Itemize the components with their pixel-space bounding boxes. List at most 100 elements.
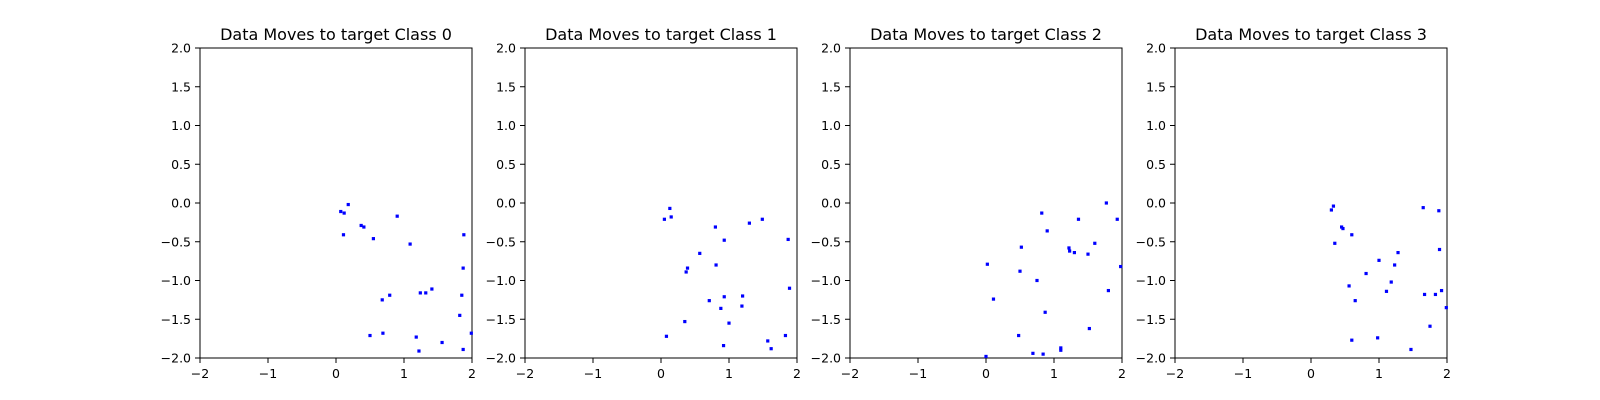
- data-point: [1333, 241, 1337, 245]
- chart-title: Data Moves to target Class 3: [1195, 25, 1427, 44]
- data-point: [786, 237, 790, 242]
- y-tick-label: −0.5: [161, 234, 191, 249]
- x-tick-label: −1: [1234, 366, 1252, 381]
- x-tick-label: 1: [1375, 366, 1383, 381]
- data-point: [1439, 288, 1444, 293]
- x-tick-label: −1: [584, 366, 602, 381]
- y-tick-label: 0.0: [821, 196, 841, 211]
- scatter-panel-2: Data Moves to target Class 2 −2 −1 0 1 2 −2.0 −…: [811, 25, 1126, 381]
- data-point: [1437, 247, 1442, 252]
- data-point: [1437, 209, 1441, 213]
- y-tick-label: 0.5: [821, 157, 841, 172]
- data-point: [408, 242, 412, 246]
- data-point: [1428, 324, 1432, 328]
- data-point: [1018, 269, 1022, 273]
- data-point: [747, 221, 751, 225]
- data-point: [1059, 346, 1063, 350]
- data-point: [346, 202, 350, 207]
- data-point: [1043, 310, 1047, 314]
- data-point: [1068, 249, 1072, 253]
- data-point: [1087, 326, 1091, 331]
- data-point: [1059, 348, 1063, 352]
- data-point: [766, 339, 770, 343]
- data-point: [1389, 280, 1393, 284]
- data-point: [1347, 284, 1351, 288]
- data-point: [662, 217, 666, 221]
- data-point: [991, 297, 996, 301]
- data-point: [380, 298, 384, 302]
- data-point: [1031, 351, 1035, 355]
- data-point: [395, 214, 399, 218]
- y-tick-label: 0.0: [496, 196, 516, 211]
- data-point: [1115, 217, 1119, 221]
- axes-frame: [524, 47, 798, 359]
- y-tick-label: 0.5: [1146, 157, 1166, 172]
- data-point: [339, 209, 343, 214]
- data-point: [713, 225, 717, 229]
- data-point: [722, 295, 726, 299]
- y-tick-label: −1.5: [161, 312, 191, 327]
- data-point: [1393, 263, 1397, 267]
- data-point: [1041, 352, 1045, 356]
- data-point: [469, 331, 473, 335]
- data-point: [462, 233, 466, 237]
- y-tick-label: 2.0: [821, 41, 841, 56]
- data-point: [1076, 217, 1081, 221]
- y-tick-label: 0.5: [171, 157, 191, 172]
- y-tick-label: 0.0: [171, 196, 191, 211]
- y-tick-label: 1.5: [1146, 79, 1166, 94]
- y-tick-label: 1.0: [821, 118, 841, 133]
- x-tick-label: 1: [1050, 366, 1058, 381]
- data-point: [1104, 201, 1108, 205]
- data-point: [341, 233, 346, 237]
- scatter-panel-0: Data Moves to target Class 0 −2 −1 0 1 2 −2.0 −…: [161, 25, 476, 381]
- axes-frame: [1174, 47, 1448, 359]
- data-point: [368, 333, 372, 338]
- data-point: [342, 211, 346, 215]
- data-point: [1072, 251, 1076, 255]
- data-point: [1040, 211, 1044, 215]
- data-point: [1067, 246, 1071, 250]
- data-point: [362, 225, 366, 229]
- data-point: [1329, 208, 1333, 212]
- data-point: [1421, 206, 1425, 210]
- x-tick-label: 0: [982, 366, 990, 381]
- data-point: [707, 299, 711, 303]
- y-tick-label: 1.0: [171, 118, 191, 133]
- data-point: [458, 313, 462, 317]
- data-point: [985, 262, 989, 266]
- data-point: [418, 291, 422, 295]
- y-tick-label: 2.0: [171, 41, 191, 56]
- data-point: [1086, 252, 1090, 256]
- x-tick-label: 2: [468, 366, 476, 381]
- data-point: [1019, 245, 1023, 249]
- data-point: [721, 344, 726, 348]
- data-point: [1433, 292, 1438, 297]
- data-point: [371, 237, 375, 241]
- data-point: [1384, 289, 1389, 293]
- data-point: [740, 304, 744, 308]
- y-tick-label: 2.0: [496, 41, 516, 56]
- x-tick-label: 1: [400, 366, 408, 381]
- y-tick-label: −1.5: [811, 312, 841, 327]
- data-point: [1119, 264, 1123, 269]
- data-point: [1396, 251, 1400, 255]
- data-point: [1350, 338, 1354, 342]
- data-point: [698, 251, 702, 255]
- data-point: [664, 334, 669, 338]
- data-point: [783, 333, 788, 338]
- x-tick-label: −2: [191, 366, 209, 381]
- data-point: [668, 206, 672, 211]
- data-point: [1444, 306, 1448, 310]
- y-tick-label: 2.0: [1146, 41, 1166, 56]
- y-tick-label: −1.0: [486, 273, 516, 288]
- y-tick-label: 1.5: [821, 79, 841, 94]
- y-tick-label: −1.5: [1136, 312, 1166, 327]
- axes-frame: [849, 47, 1123, 359]
- x-tick-label: 2: [793, 366, 801, 381]
- y-tick-label: 1.5: [171, 79, 191, 94]
- x-tick-label: 0: [1307, 366, 1315, 381]
- x-tick-label: −2: [516, 366, 534, 381]
- y-tick-label: −1.0: [1136, 273, 1166, 288]
- x-tick-label: 2: [1443, 366, 1451, 381]
